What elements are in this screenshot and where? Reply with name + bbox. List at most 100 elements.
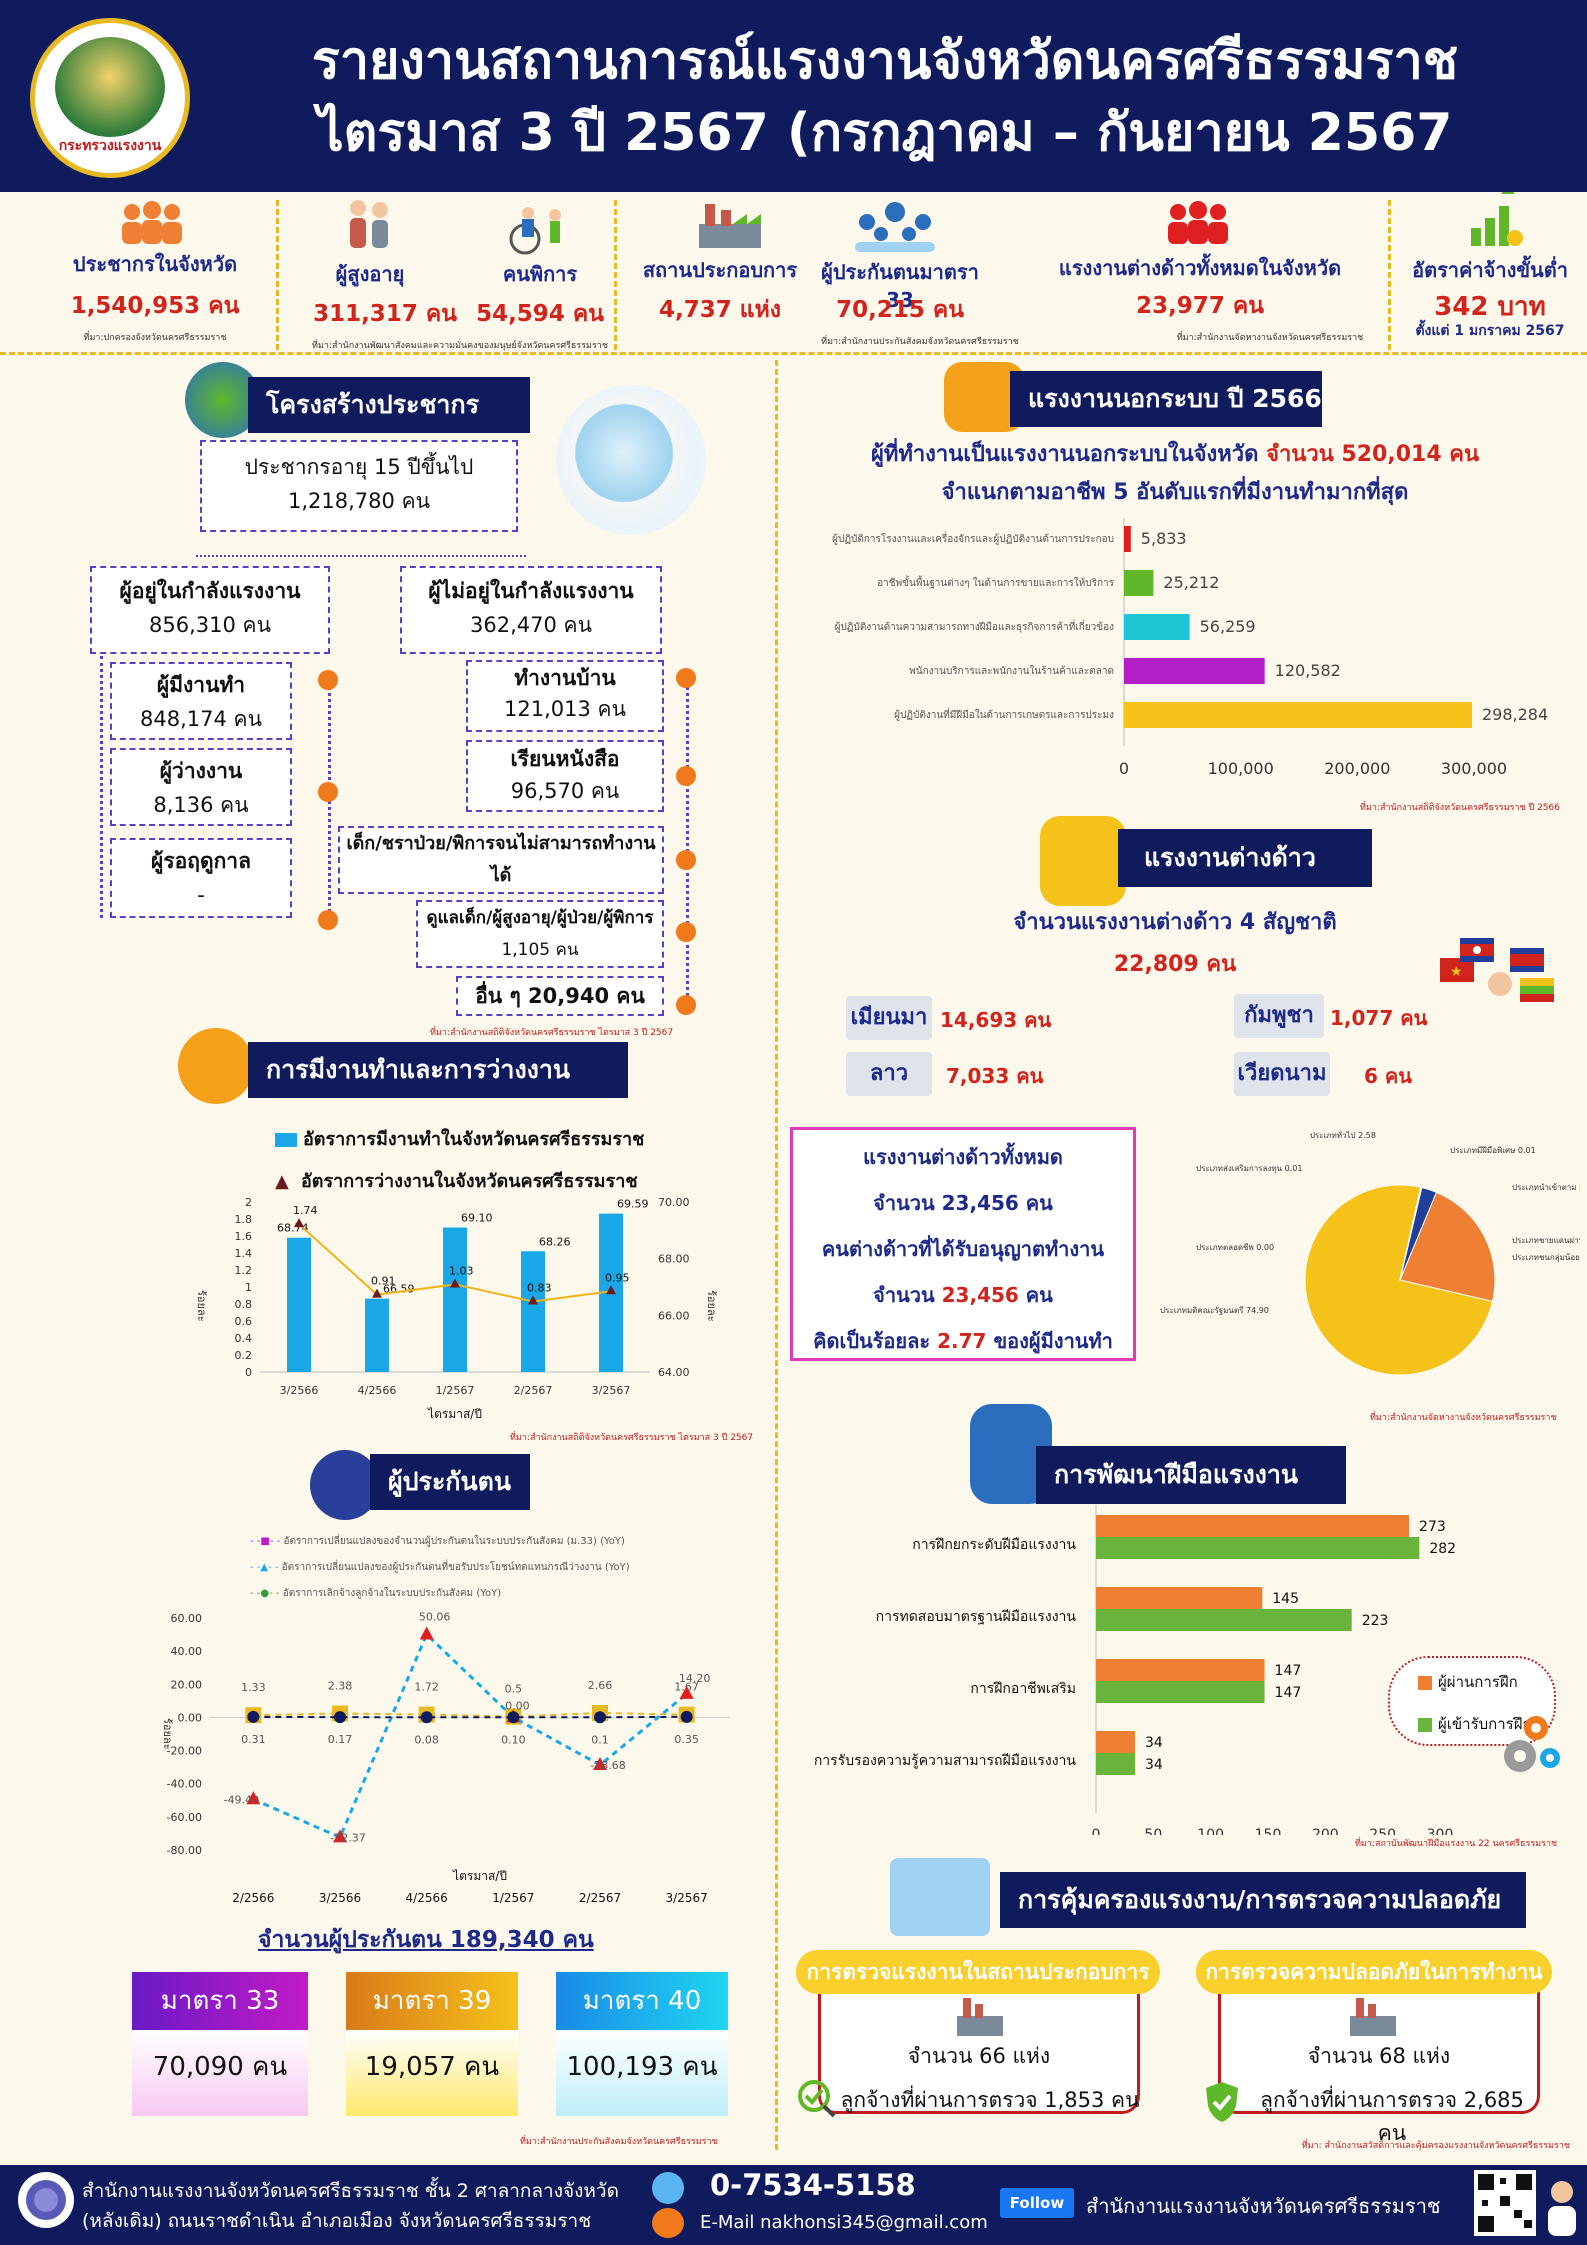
y-tick-label: -80.00 bbox=[167, 1844, 202, 1857]
skills-bar bbox=[1096, 1537, 1420, 1559]
employment-bar-label: 69.10 bbox=[461, 1212, 493, 1225]
pie-label: ประเภทมติคณะรัฐมนตรี 74.90 bbox=[1160, 1306, 1269, 1315]
skills-bar-label: 147 bbox=[1275, 1685, 1302, 1701]
x-tick-label: 1/2567 bbox=[436, 1384, 475, 1397]
myanmar-value: 14,693 คน bbox=[940, 1008, 1052, 1032]
skills-bar bbox=[1096, 1731, 1135, 1753]
x-tick-label: 100,000 bbox=[1208, 759, 1274, 778]
informal-line1-text: ผู้ที่ทำงานเป็นแรงงานนอกระบบในจังหวัด bbox=[870, 442, 1259, 467]
m40-header: มาตรา 40 bbox=[556, 1972, 728, 2030]
foreign-source: ที่มา:สำนักงานจัดหางานจังหวัดนครศรีธรรมร… bbox=[1370, 1413, 1557, 1423]
elderly-source: ที่มา:สำนักงานพัฒนาสังคมและความมั่นคงของ… bbox=[312, 341, 608, 351]
insured-label: 14.20 bbox=[679, 1672, 711, 1685]
foreign-box-line5: คิดเป็นร้อยละ 2.77 ของผู้มีงานทำ bbox=[793, 1318, 1133, 1364]
factory-icon bbox=[695, 198, 765, 250]
x-tick-label: 2/2567 bbox=[514, 1384, 553, 1397]
footer-email[interactable]: E-Mail nakhonsi345@gmail.com bbox=[700, 2212, 988, 2233]
skills-bar-label: 223 bbox=[1362, 1613, 1389, 1629]
skills-bar-label: 145 bbox=[1272, 1591, 1299, 1607]
informal-line1: ผู้ที่ทำงานเป็นแรงงานนอกระบบในจังหวัด จำ… bbox=[790, 436, 1560, 471]
pie-label: ประเภททั่วไป 2.58 bbox=[1310, 1129, 1376, 1140]
left-tick-label: 0.6 bbox=[235, 1315, 253, 1328]
informal-bar bbox=[1124, 614, 1190, 640]
y-tick-label: 60.00 bbox=[171, 1612, 203, 1625]
follow-button[interactable]: Follow bbox=[1000, 2188, 1074, 2218]
skills-chart: การฝึกยกระดับฝีมือแรงงาน 273 282 การทดสอบมา… bbox=[814, 1505, 1456, 1835]
legend-swatch bbox=[275, 1133, 297, 1147]
protection-section-title: การคุ้มครองแรงงาน/การตรวจความปลอดภัย bbox=[1000, 1872, 1526, 1928]
elderly-icon bbox=[340, 198, 396, 254]
pie-label: ประเภทชายแดนผ่านแดนไป-กลับ 0.01 bbox=[1512, 1236, 1580, 1245]
employment-legend-bar: อัตราการมีงานทำในจังหวัดนครศรีธรรมราช bbox=[275, 1124, 644, 1153]
x-tick-label: 200,000 bbox=[1324, 759, 1390, 778]
m39-header: มาตรา 39 bbox=[346, 1972, 518, 2030]
insured-legend-3: - -●- - อัตราการเลิกจ้างลูกจ้างในระบบประ… bbox=[250, 1586, 501, 1601]
chip-laos: ลาว bbox=[846, 1052, 932, 1096]
earth-people-icon bbox=[556, 385, 706, 535]
unemployment-point bbox=[606, 1285, 616, 1295]
population-source: ที่มา:ปกครองจังหวัดนครศรีธรรมราช bbox=[83, 333, 227, 343]
seasonal-label: ผู้รอฤดูกาล bbox=[151, 849, 251, 873]
x-tick-label: 250 bbox=[1369, 1827, 1396, 1835]
person-icon bbox=[1540, 2178, 1584, 2238]
skills-bar-label: 147 bbox=[1275, 1663, 1302, 1679]
footer bbox=[0, 2165, 1587, 2245]
left-tick-label: 1.8 bbox=[235, 1213, 253, 1226]
foreign-label: แรงงานต่างด้าวทั้งหมดในจังหวัด bbox=[1058, 256, 1342, 280]
informal-category-label: ผู้ปฏิบัติงานที่มีฝีมือในด้านการเกษตรและ… bbox=[894, 707, 1114, 721]
housework-label: ทำงานบ้าน bbox=[514, 666, 616, 690]
footer-page-name[interactable]: สำนักงานแรงงานจังหวัดนครศรีธรรมราช bbox=[1086, 2194, 1441, 2218]
footer-phone[interactable]: 0-7534-5158 bbox=[710, 2168, 916, 2202]
unemployed-label: ผู้ว่างงาน bbox=[159, 759, 243, 783]
location-pin-icon bbox=[18, 2172, 74, 2228]
informal-category-label: ผู้ปฏิบัติงานด้านความสามารถทางฝีมือและธุ… bbox=[835, 619, 1115, 633]
bullet-dot bbox=[676, 922, 696, 942]
insured-point bbox=[246, 1791, 261, 1805]
legend-line-text: อัตราการว่างงานในจังหวัดนครศรีธรรมราช bbox=[301, 1171, 638, 1192]
box5-b: 2.77 bbox=[937, 1329, 987, 1353]
establishments-label: สถานประกอบการ bbox=[642, 258, 798, 282]
title-line-2: ไตรมาส 3 ปี 2567 (กรกฎาคม – กันยายน 2567 bbox=[317, 103, 1453, 163]
pie-label: ประเภทมีฝีมือพิเศษ 0.01 bbox=[1450, 1146, 1536, 1155]
y-tick-label: 40.00 bbox=[171, 1645, 203, 1658]
x-tick-label: 300,000 bbox=[1441, 759, 1507, 778]
not-in-force-value: 362,470 คน bbox=[470, 613, 592, 637]
seasonal-value: - bbox=[197, 883, 205, 907]
informal-bar bbox=[1124, 702, 1472, 728]
footer-address-2: (หลังเดิม) ถนนราชดำเนิน อำเภอเมือง จังหว… bbox=[82, 2210, 592, 2232]
divider bbox=[0, 352, 1587, 355]
safety-pill: การตรวจความปลอดภัยในการทำงาน bbox=[1196, 1950, 1552, 1994]
foreign-box-line1: แรงงานต่างด้าวทั้งหมด bbox=[863, 1145, 1063, 1169]
foreign-box-line2: จำนวน 23,456 คน bbox=[873, 1191, 1053, 1215]
skills-bar bbox=[1096, 1659, 1265, 1681]
x-tick-label: 150 bbox=[1255, 1827, 1282, 1835]
other-box: อื่น ๆ 20,940 คน bbox=[456, 976, 664, 1016]
bullet-dot bbox=[676, 668, 696, 688]
email-icon bbox=[652, 2208, 684, 2238]
foreign-pie-chart: ประเภทมติคณะรัฐมนตรี 74.90 ประเภทนำเข้าตา… bbox=[1160, 1129, 1580, 1376]
informal-category-label: อาชีพขั้นพื้นฐานต่างๆ ในด้านการขายและการ… bbox=[877, 575, 1114, 589]
foreign-worker-icon bbox=[1040, 816, 1126, 906]
phone-icon bbox=[652, 2172, 684, 2204]
foreign-summary-box: แรงงานต่างด้าวทั้งหมด จำนวน 23,456 คน คน… bbox=[790, 1127, 1136, 1361]
insured-label: 2.38 bbox=[328, 1679, 353, 1692]
elderly-value: 311,317 คน bbox=[313, 301, 457, 327]
insured-point bbox=[420, 1711, 433, 1724]
x-tick-label: 100 bbox=[1197, 1827, 1224, 1835]
protection-source: ที่มา: สำนักงานสวัสดิการและคุ้มครองแรงงา… bbox=[1301, 2141, 1570, 2151]
bullet-dot bbox=[318, 910, 338, 930]
employment-source: ที่มา:สำนักงานสถิติจังหวัดนครศรีธรรมราช … bbox=[510, 1433, 754, 1443]
not-in-force-label: ผู้ไม่อยู่ในกำลังแรงงาน bbox=[428, 579, 634, 603]
y-tick-label: -20.00 bbox=[167, 1745, 202, 1758]
chip-vietnam: เวียดนาม bbox=[1234, 1052, 1330, 1096]
employment-bar bbox=[287, 1237, 311, 1372]
insured-legend-1: - -■- - อัตราการเปลี่ยนแปลงของจำนวนผู้ปร… bbox=[250, 1534, 625, 1549]
left-tick-label: 2 bbox=[245, 1196, 252, 1209]
informal-bar bbox=[1124, 658, 1265, 684]
skills-legend-b: ผู้เข้ารับการฝึก bbox=[1438, 1715, 1532, 1733]
insured-point bbox=[593, 1756, 607, 1770]
left-tick-label: 0 bbox=[245, 1366, 252, 1379]
disabled-value: 54,594 คน bbox=[476, 301, 604, 327]
safety-box bbox=[1218, 1990, 1540, 2114]
qr-code[interactable] bbox=[1474, 2170, 1536, 2236]
